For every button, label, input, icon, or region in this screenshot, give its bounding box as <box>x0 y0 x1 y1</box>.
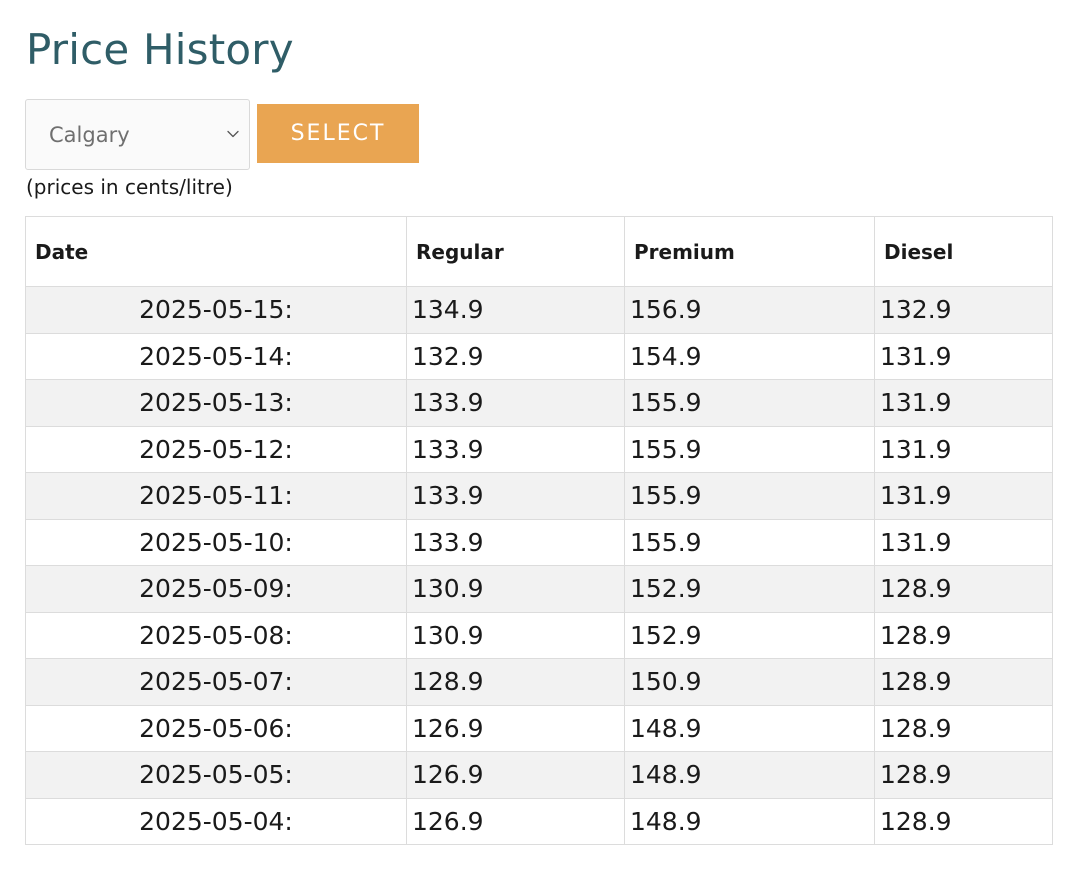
date-cell: 2025-05-14: <box>25 332 407 380</box>
table-row: 2025-05-09: 130.9 152.9 128.9 <box>25 565 1053 613</box>
date-cell: 2025-05-15: <box>25 286 407 334</box>
date-cell: 2025-05-04: <box>25 797 407 845</box>
regular-cell: 126.9 <box>406 797 625 845</box>
table-row: 2025-05-11: 133.9 155.9 131.9 <box>25 472 1053 520</box>
premium-cell: 152.9 <box>624 565 875 613</box>
premium-cell: 148.9 <box>624 797 875 845</box>
regular-cell: 126.9 <box>406 751 625 799</box>
city-select[interactable]: Calgary <box>25 99 250 170</box>
regular-cell: 133.9 <box>406 518 625 566</box>
regular-cell: 133.9 <box>406 472 625 520</box>
header-regular: Regular <box>406 216 625 287</box>
premium-cell: 155.9 <box>624 518 875 566</box>
regular-cell: 128.9 <box>406 658 625 706</box>
chevron-down-icon <box>227 130 239 138</box>
page-title: Price History <box>26 25 294 74</box>
premium-cell: 148.9 <box>624 704 875 752</box>
header-date: Date <box>25 216 407 287</box>
table-row: 2025-05-10: 133.9 155.9 131.9 <box>25 518 1053 566</box>
regular-cell: 134.9 <box>406 286 625 334</box>
diesel-cell: 128.9 <box>874 611 1053 659</box>
regular-cell: 130.9 <box>406 565 625 613</box>
table-row: 2025-05-15: 134.9 156.9 132.9 <box>25 286 1053 334</box>
premium-cell: 148.9 <box>624 751 875 799</box>
premium-cell: 155.9 <box>624 379 875 427</box>
table-row: 2025-05-04: 126.9 148.9 128.9 <box>25 797 1053 845</box>
diesel-cell: 131.9 <box>874 425 1053 473</box>
diesel-cell: 131.9 <box>874 379 1053 427</box>
header-premium: Premium <box>624 216 875 287</box>
date-cell: 2025-05-06: <box>25 704 407 752</box>
date-cell: 2025-05-08: <box>25 611 407 659</box>
date-cell: 2025-05-13: <box>25 379 407 427</box>
table-row: 2025-05-13: 133.9 155.9 131.9 <box>25 379 1053 427</box>
premium-cell: 150.9 <box>624 658 875 706</box>
diesel-cell: 128.9 <box>874 565 1053 613</box>
diesel-cell: 131.9 <box>874 472 1053 520</box>
regular-cell: 133.9 <box>406 425 625 473</box>
date-cell: 2025-05-09: <box>25 565 407 613</box>
city-select-value: Calgary <box>49 123 130 147</box>
diesel-cell: 131.9 <box>874 332 1053 380</box>
table-header-row: Date Regular Premium Diesel <box>25 216 1053 287</box>
date-cell: 2025-05-11: <box>25 472 407 520</box>
units-note: (prices in cents/litre) <box>26 175 233 199</box>
regular-cell: 133.9 <box>406 379 625 427</box>
price-history-table: Date Regular Premium Diesel 2025-05-15: … <box>25 216 1053 845</box>
date-cell: 2025-05-12: <box>25 425 407 473</box>
premium-cell: 155.9 <box>624 472 875 520</box>
premium-cell: 155.9 <box>624 425 875 473</box>
table-row: 2025-05-08: 130.9 152.9 128.9 <box>25 611 1053 659</box>
premium-cell: 154.9 <box>624 332 875 380</box>
diesel-cell: 128.9 <box>874 797 1053 845</box>
premium-cell: 152.9 <box>624 611 875 659</box>
regular-cell: 130.9 <box>406 611 625 659</box>
table-row: 2025-05-14: 132.9 154.9 131.9 <box>25 332 1053 380</box>
diesel-cell: 128.9 <box>874 658 1053 706</box>
date-cell: 2025-05-05: <box>25 751 407 799</box>
header-diesel: Diesel <box>874 216 1053 287</box>
table-row: 2025-05-06: 126.9 148.9 128.9 <box>25 704 1053 752</box>
table-row: 2025-05-07: 128.9 150.9 128.9 <box>25 658 1053 706</box>
diesel-cell: 128.9 <box>874 704 1053 752</box>
premium-cell: 156.9 <box>624 286 875 334</box>
table-row: 2025-05-12: 133.9 155.9 131.9 <box>25 425 1053 473</box>
select-button[interactable]: SELECT <box>257 104 419 163</box>
date-cell: 2025-05-10: <box>25 518 407 566</box>
diesel-cell: 128.9 <box>874 751 1053 799</box>
date-cell: 2025-05-07: <box>25 658 407 706</box>
regular-cell: 132.9 <box>406 332 625 380</box>
regular-cell: 126.9 <box>406 704 625 752</box>
table-row: 2025-05-05: 126.9 148.9 128.9 <box>25 751 1053 799</box>
diesel-cell: 131.9 <box>874 518 1053 566</box>
diesel-cell: 132.9 <box>874 286 1053 334</box>
